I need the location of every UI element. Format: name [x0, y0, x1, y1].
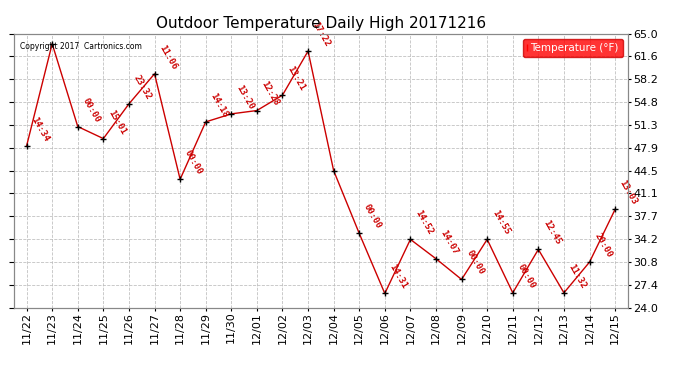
- Point: [354, 230, 365, 236]
- Text: 12:28: 12:28: [259, 80, 281, 108]
- Point: [609, 206, 620, 212]
- Text: 11:32: 11:32: [566, 262, 588, 290]
- Point: [302, 48, 313, 54]
- Point: [200, 119, 211, 125]
- Point: [149, 71, 160, 77]
- Point: [431, 256, 442, 262]
- Text: Copyright 2017  Cartronics.com: Copyright 2017 Cartronics.com: [20, 42, 142, 51]
- Point: [405, 236, 416, 242]
- Point: [456, 276, 467, 282]
- Text: 00:00: 00:00: [515, 262, 537, 290]
- Point: [226, 111, 237, 117]
- Text: 11:06: 11:06: [157, 43, 179, 71]
- Text: 14:18: 14:18: [208, 92, 230, 119]
- Point: [98, 136, 109, 142]
- Point: [47, 41, 58, 47]
- Text: 13:20: 13:20: [234, 83, 255, 111]
- Point: [558, 290, 569, 296]
- Point: [251, 108, 262, 114]
- Text: 00:00: 00:00: [183, 149, 204, 177]
- Text: 00:00: 00:00: [81, 96, 102, 124]
- Point: [72, 123, 83, 129]
- Point: [533, 246, 544, 252]
- Text: 00:00: 00:00: [362, 203, 383, 231]
- Point: [584, 259, 595, 265]
- Point: [380, 291, 391, 297]
- Text: 00:00: 00:00: [464, 249, 486, 277]
- Text: 14:55: 14:55: [490, 209, 511, 237]
- Text: 20:00: 20:00: [592, 231, 613, 260]
- Text: 15:01: 15:01: [106, 108, 128, 136]
- Point: [21, 143, 32, 149]
- Text: 13:03: 13:03: [618, 179, 639, 207]
- Text: 14:34: 14:34: [30, 116, 50, 143]
- Point: [175, 176, 186, 182]
- Text: 14:31: 14:31: [388, 263, 409, 291]
- Text: 12:45: 12:45: [541, 219, 562, 247]
- Point: [124, 101, 135, 107]
- Text: 14:52: 14:52: [413, 209, 435, 237]
- Point: [277, 92, 288, 98]
- Text: 17:22: 17:22: [310, 21, 332, 48]
- Point: [328, 168, 339, 174]
- Text: 13:21: 13:21: [285, 64, 306, 92]
- Text: 23:32: 23:32: [132, 73, 153, 101]
- Point: [482, 236, 493, 242]
- Title: Outdoor Temperature Daily High 20171216: Outdoor Temperature Daily High 20171216: [156, 16, 486, 31]
- Text: 14:07: 14:07: [439, 228, 460, 256]
- Legend: Temperature (°F): Temperature (°F): [523, 39, 622, 57]
- Point: [507, 290, 518, 296]
